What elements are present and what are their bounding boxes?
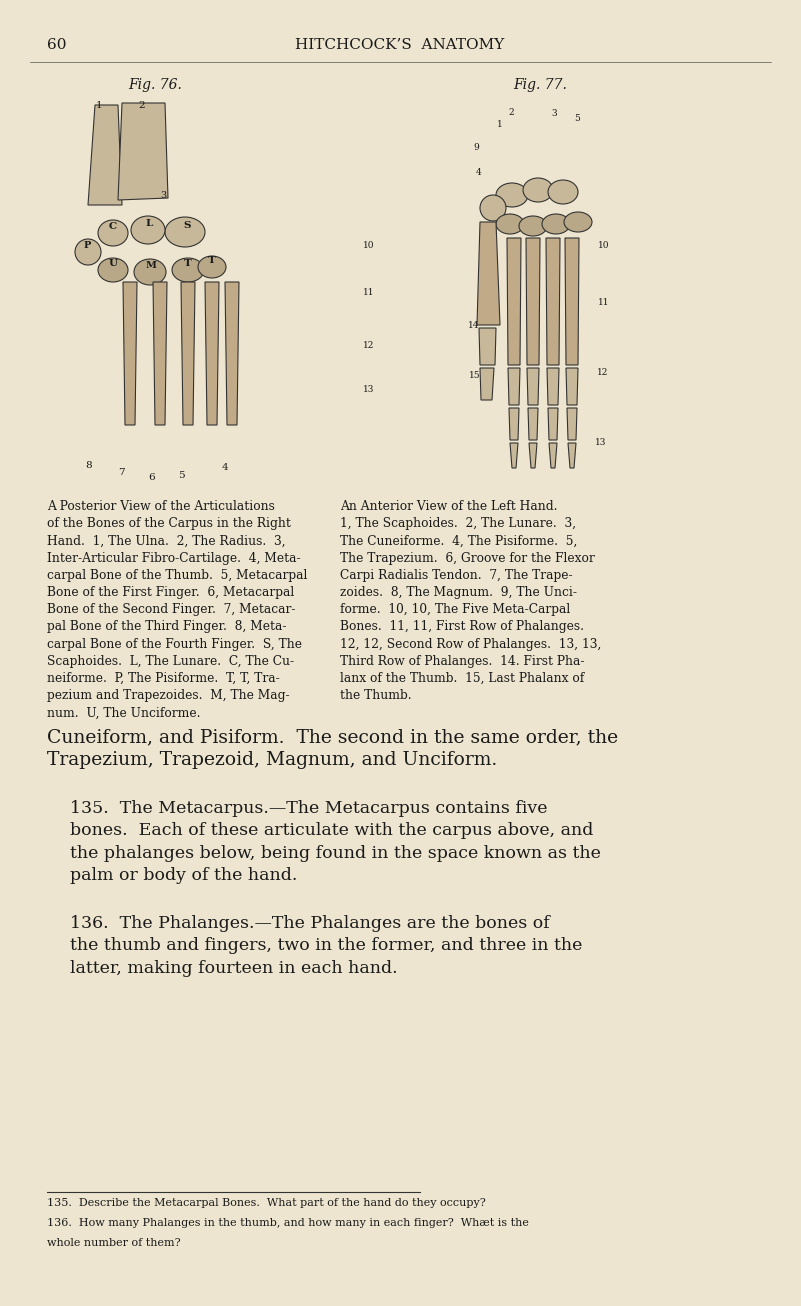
Polygon shape [480,368,494,400]
Polygon shape [118,103,168,200]
Text: 11: 11 [363,289,375,296]
Polygon shape [548,407,558,440]
Polygon shape [568,443,576,468]
Text: P: P [84,242,91,249]
Text: 11: 11 [598,298,610,307]
Polygon shape [181,282,195,424]
Polygon shape [547,368,559,405]
Ellipse shape [165,217,205,247]
Polygon shape [526,238,540,364]
Text: 10: 10 [598,242,610,249]
Text: 6: 6 [148,473,155,482]
Polygon shape [549,443,557,468]
Ellipse shape [98,219,128,246]
Text: 2: 2 [138,101,145,110]
Polygon shape [510,443,518,468]
Text: M: M [146,261,157,270]
Ellipse shape [172,259,204,282]
Ellipse shape [496,214,524,234]
Text: C: C [109,222,117,231]
Text: Fig. 77.: Fig. 77. [513,78,567,91]
Polygon shape [479,328,496,364]
Text: 12: 12 [363,341,374,350]
Text: 136.  How many Phalanges in the thumb, and how many in each finger?  Whæt is the: 136. How many Phalanges in the thumb, an… [47,1218,529,1228]
Text: An Anterior View of the Left Hand.
1, The Scaphoides.  2, The Lunare.  3,
The Cu: An Anterior View of the Left Hand. 1, Th… [340,500,602,703]
Polygon shape [507,238,521,364]
Ellipse shape [134,259,166,285]
Polygon shape [509,407,519,440]
Text: T: T [208,256,215,265]
Text: 3: 3 [160,191,167,200]
Text: whole number of them?: whole number of them? [47,1238,180,1249]
Text: HITCHCOCK’S  ANATOMY: HITCHCOCK’S ANATOMY [296,38,505,52]
Text: Cuneiform, and Pisiform.  The second in the same order, the
Trapezium, Trapezoid: Cuneiform, and Pisiform. The second in t… [47,727,618,769]
Circle shape [75,239,101,265]
Polygon shape [153,282,167,424]
Text: 13: 13 [363,385,374,394]
Text: U: U [109,259,118,268]
Circle shape [480,195,506,221]
Text: 5: 5 [178,471,184,481]
Polygon shape [566,368,578,405]
Polygon shape [546,238,560,364]
Text: 10: 10 [363,242,375,249]
Polygon shape [527,368,539,405]
Polygon shape [88,104,122,205]
Text: 136.  The Phalanges.—The Phalanges are the bones of
the thumb and fingers, two i: 136. The Phalanges.—The Phalanges are th… [70,916,582,977]
Text: A Posterior View of the Articulations
of the Bones of the Carpus in the Right
Ha: A Posterior View of the Articulations of… [47,500,308,720]
Polygon shape [528,407,538,440]
Text: 13: 13 [595,438,606,447]
Text: 7: 7 [118,468,125,477]
Text: 135.  Describe the Metacarpal Bones.  What part of the hand do they occupy?: 135. Describe the Metacarpal Bones. What… [47,1198,485,1208]
Text: 4: 4 [476,168,481,178]
Polygon shape [565,238,579,364]
Ellipse shape [523,178,553,202]
Polygon shape [477,222,500,325]
Polygon shape [123,282,137,424]
Text: S: S [183,221,191,230]
Ellipse shape [98,259,128,282]
Text: 12: 12 [597,368,609,377]
Text: L: L [145,219,152,229]
Text: 3: 3 [551,108,557,118]
Polygon shape [225,282,239,424]
Ellipse shape [564,212,592,232]
Polygon shape [529,443,537,468]
Text: 8: 8 [85,461,91,470]
Text: 1: 1 [497,120,503,129]
Text: T: T [184,259,191,268]
Text: 9: 9 [473,142,479,151]
Ellipse shape [198,256,226,278]
Text: 2: 2 [508,108,513,118]
Ellipse shape [548,180,578,204]
Text: 1: 1 [96,101,103,110]
Polygon shape [205,282,219,424]
Text: 15: 15 [469,371,481,380]
Text: 60: 60 [47,38,66,52]
Text: 5: 5 [574,114,580,123]
Polygon shape [508,368,520,405]
Polygon shape [567,407,577,440]
Text: 14: 14 [468,321,480,330]
Ellipse shape [519,215,547,236]
Ellipse shape [542,214,570,234]
Ellipse shape [131,215,165,244]
Text: 135.  The Metacarpus.—The Metacarpus contains five
bones.  Each of these articul: 135. The Metacarpus.—The Metacarpus cont… [70,801,601,884]
Ellipse shape [496,183,528,206]
Text: 4: 4 [222,464,228,471]
Text: Fig. 76.: Fig. 76. [128,78,182,91]
